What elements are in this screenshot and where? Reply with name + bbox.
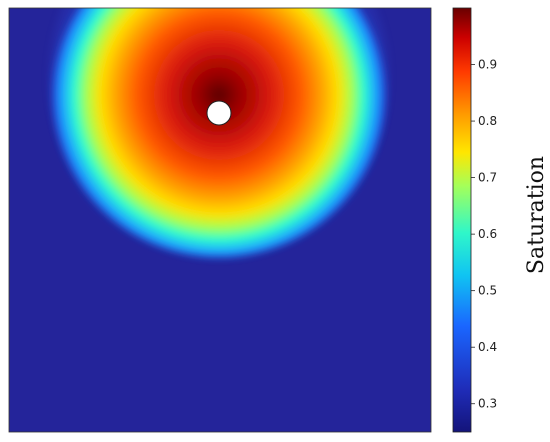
- colorbar: 0.3 0.4 0.5 0.6 0.7 0.8 0.9 Saturation: [452, 7, 549, 433]
- saturation-plume: [49, 8, 389, 258]
- colorbar-tick-label: 0.5: [478, 284, 497, 298]
- source-marker-icon: [206, 100, 232, 126]
- colorbar-tick-label: 0.7: [478, 171, 497, 185]
- heatmap-plot-area: [8, 7, 432, 433]
- plume-core: [53, 8, 385, 257]
- colorbar-tick-label: 0.3: [478, 397, 497, 411]
- plot-frame: [8, 7, 432, 433]
- colorbar-tick-label: 0.9: [478, 58, 497, 72]
- colorbar-tick-label: 0.8: [478, 114, 497, 128]
- colorbar-tick-label: 0.6: [478, 227, 497, 241]
- colorbar-gradient: [452, 7, 472, 433]
- colorbar-ticks: 0.3 0.4 0.5 0.6 0.7 0.8 0.9: [471, 58, 497, 411]
- colorbar-title: Saturation: [524, 156, 549, 274]
- colorbar-tick-label: 0.4: [478, 340, 497, 354]
